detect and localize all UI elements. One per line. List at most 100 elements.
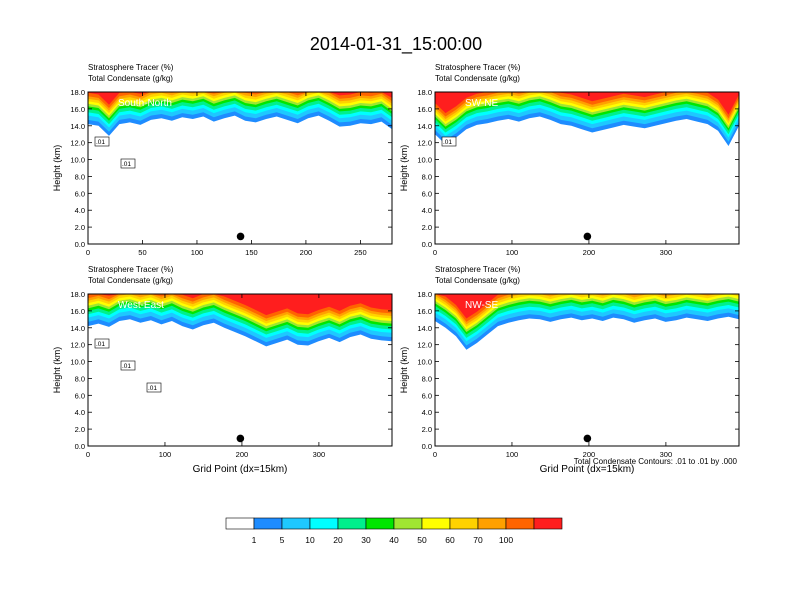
colorbar-swatch <box>365 517 395 530</box>
y-tick-label: 10.0 <box>70 358 85 367</box>
y-tick-label: 4.0 <box>422 206 432 215</box>
contour-label-box <box>94 136 110 147</box>
tracer-field <box>435 92 739 146</box>
y-tick-label: 14.0 <box>70 122 85 131</box>
x-tick-label: 300 <box>313 450 326 459</box>
y-axis-label: Height (km) <box>399 347 409 394</box>
figure-title: 2014-01-31_15:00:00 <box>310 34 482 55</box>
y-tick-label: 2.0 <box>75 425 85 434</box>
contour-label: .01 <box>122 161 131 168</box>
colorbar-swatch <box>309 517 339 530</box>
plot-frame <box>434 293 740 447</box>
x-tick-label: 200 <box>583 248 596 257</box>
contour-label-box <box>441 136 457 147</box>
x-tick-label: 100 <box>191 248 204 257</box>
colorbar-swatch <box>533 517 563 530</box>
panel-header-tracer: Stratosphere Tracer (%) <box>435 265 521 274</box>
y-tick-label: 16.0 <box>417 105 432 114</box>
panel-3: Stratosphere Tracer (%) Total Condensate … <box>52 265 393 475</box>
y-tick-label: 10.0 <box>417 358 432 367</box>
tracer-band-11 <box>435 92 739 115</box>
contour-label: .01 <box>148 385 157 392</box>
colorbar-label: 10 <box>305 535 315 545</box>
colorbar-swatch <box>225 517 255 530</box>
y-tick-label: 0.0 <box>422 442 432 451</box>
colorbar-label: 5 <box>280 535 285 545</box>
panel-4: Stratosphere Tracer (%) Total Condensate … <box>399 265 740 475</box>
panel-header-tracer: Stratosphere Tracer (%) <box>88 265 174 274</box>
x-axis-label: Grid Point (dx=15km) <box>540 464 635 475</box>
y-axis-label: Height (km) <box>52 145 62 192</box>
x-tick-label: 200 <box>236 450 249 459</box>
panel-header-condensate: Total Condensate (g/kg) <box>435 276 520 285</box>
location-marker <box>583 434 592 443</box>
x-tick-label: 300 <box>660 248 673 257</box>
y-tick-label: 12.0 <box>417 341 432 350</box>
y-tick-label: 8.0 <box>75 172 85 181</box>
y-tick-label: 18.0 <box>417 88 432 97</box>
x-tick-label: 200 <box>583 450 596 459</box>
y-tick-label: 4.0 <box>75 408 85 417</box>
x-tick-label: 150 <box>245 248 258 257</box>
x-tick-label: 100 <box>506 248 519 257</box>
y-tick-label: 0.0 <box>75 240 85 249</box>
colorbar-label: 40 <box>389 535 399 545</box>
colorbar-label: 20 <box>333 535 343 545</box>
colorbar-swatch <box>505 517 535 530</box>
contour-label: .01 <box>122 363 131 370</box>
panel-header-condensate: Total Condensate (g/kg) <box>88 276 173 285</box>
y-tick-label: 18.0 <box>70 88 85 97</box>
panel-header-condensate: Total Condensate (g/kg) <box>88 74 173 83</box>
tracer-band-11 <box>88 294 392 316</box>
y-tick-label: 16.0 <box>417 307 432 316</box>
tracer-band-11 <box>435 294 739 319</box>
colorbar-swatch <box>449 517 479 530</box>
y-tick-label: 8.0 <box>422 172 432 181</box>
y-tick-label: 6.0 <box>75 391 85 400</box>
plot-frame <box>87 91 393 245</box>
colorbar-label: 30 <box>361 535 371 545</box>
plot-frame <box>434 91 740 245</box>
y-axis-label: Height (km) <box>399 145 409 192</box>
y-tick-label: 0.0 <box>75 442 85 451</box>
colorbar-swatch <box>337 517 367 530</box>
panel-label: West-East <box>118 300 164 311</box>
contour-label-box <box>120 360 136 371</box>
tracer-band-6 <box>88 92 392 119</box>
colorbar-label: 1 <box>252 535 257 545</box>
x-tick-label: 200 <box>300 248 313 257</box>
plot-frame <box>87 293 393 447</box>
colorbar-label: 100 <box>499 535 513 545</box>
tracer-band-8 <box>435 92 739 124</box>
x-tick-label: 100 <box>506 450 519 459</box>
y-tick-label: 8.0 <box>75 374 85 383</box>
y-tick-label: 12.0 <box>70 139 85 148</box>
colorbar-label: 50 <box>417 535 427 545</box>
colorbar: 1 5 10 20 30 40 50 60 70 100 <box>225 517 563 545</box>
y-tick-label: 14.0 <box>70 324 85 333</box>
colorbar-swatch <box>477 517 507 530</box>
y-tick-label: 6.0 <box>422 189 432 198</box>
y-tick-label: 4.0 <box>422 408 432 417</box>
y-tick-label: 8.0 <box>422 374 432 383</box>
y-tick-label: 16.0 <box>70 105 85 114</box>
y-tick-label: 2.0 <box>75 223 85 232</box>
tracer-field <box>435 294 739 350</box>
y-tick-label: 2.0 <box>422 223 432 232</box>
y-tick-label: 2.0 <box>422 425 432 434</box>
y-tick-label: 14.0 <box>417 122 432 131</box>
x-tick-label: 0 <box>433 450 437 459</box>
colorbar-label: 60 <box>445 535 455 545</box>
y-tick-label: 12.0 <box>417 139 432 148</box>
y-tick-label: 18.0 <box>70 290 85 299</box>
tracer-field <box>88 294 392 347</box>
x-tick-label: 0 <box>86 248 90 257</box>
x-axis-label: Grid Point (dx=15km) <box>193 464 288 475</box>
contour-label-box <box>120 158 136 169</box>
colorbar-swatch <box>253 517 283 530</box>
contour-label-box <box>146 382 162 393</box>
y-tick-label: 6.0 <box>75 189 85 198</box>
y-tick-label: 14.0 <box>417 324 432 333</box>
tracer-band-11 <box>88 92 392 105</box>
